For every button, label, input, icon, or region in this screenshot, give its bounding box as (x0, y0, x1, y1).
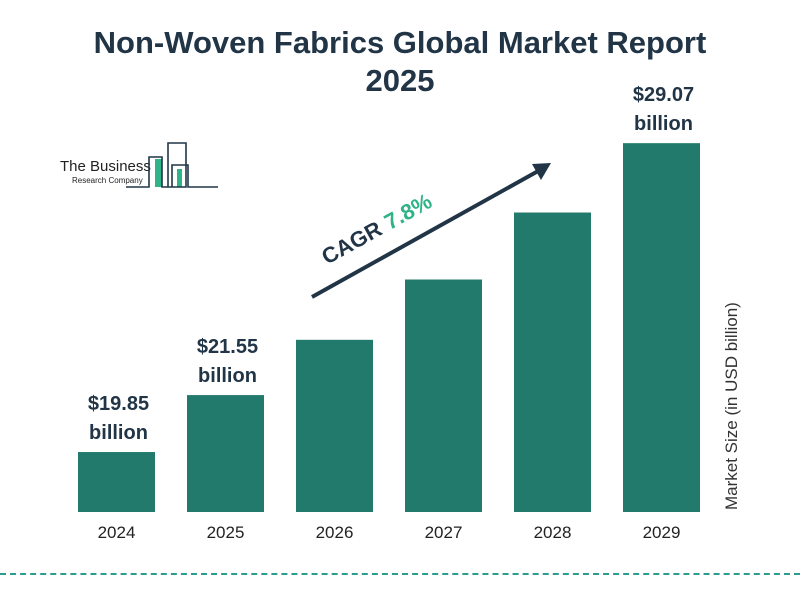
growth-arrow-line (311, 168, 541, 299)
bar-2025 (187, 395, 264, 512)
x-tick-label: 2029 (643, 523, 681, 542)
divider-dashed (0, 573, 800, 575)
bar-2029 (623, 143, 700, 513)
x-tick-label: 2028 (534, 523, 572, 542)
growth-arrow-head-icon (532, 163, 551, 180)
data-label-unit: billion (89, 422, 148, 444)
bar-2024 (78, 452, 155, 512)
data-label-unit: billion (634, 113, 693, 135)
title-line-2: 2025 (365, 63, 435, 98)
chart-title: Non-Woven Fabrics Global Market Report 2… (0, 24, 800, 100)
title-line-1: Non-Woven Fabrics Global Market Report (93, 25, 707, 60)
company-logo: The Business Research Company (58, 140, 223, 192)
x-tick-label: 2027 (425, 523, 463, 542)
data-label-value: $29.07 (633, 84, 694, 106)
y-axis-label: Market Size (in USD billion) (722, 302, 741, 510)
bar-2027 (405, 279, 482, 512)
cagr-annotation: CAGR7.8% (317, 188, 436, 269)
x-tick-label: 2024 (98, 523, 136, 542)
logo-text: The Business (60, 158, 151, 175)
logo-subtext: Research Company (72, 176, 143, 185)
data-label-value: $21.55 (197, 336, 258, 358)
cagr-value: 7.8% (380, 188, 436, 234)
x-tick-label: 2026 (316, 523, 354, 542)
logo-buildings-icon (126, 142, 218, 188)
x-tick-label: 2025 (207, 523, 245, 542)
bar-2026 (296, 339, 373, 512)
data-label-unit: billion (198, 365, 257, 387)
bar-2028 (514, 212, 591, 512)
data-label-value: $19.85 (88, 393, 149, 415)
